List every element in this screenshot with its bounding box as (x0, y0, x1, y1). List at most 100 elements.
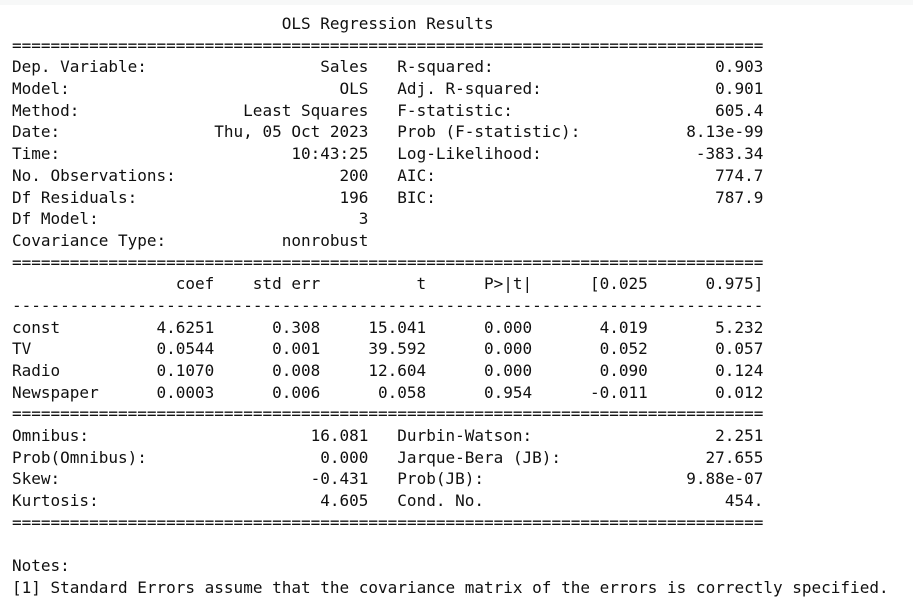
diagnostics-label: Skew: (12, 469, 61, 489)
summary-value: OLS (339, 79, 369, 99)
coef-header-ci-high: 0.975] (705, 274, 764, 294)
summary-left-pair: Date: Thu, 05 Oct 2023 (12, 121, 368, 143)
diagnostics-value: 2.251 (715, 426, 764, 446)
summary-label: Df Model: (12, 209, 99, 229)
summary-left-pair: Method: Least Squares (12, 100, 368, 122)
summary-right-pair: Log-Likelihood: -383.34 (397, 143, 763, 165)
summary-right-pair (397, 230, 763, 252)
diagnostics-row-skew: Skew: -0.431 Prob(JB): 9.88e-07 (12, 468, 763, 490)
diagnostics-left-pair: Omnibus: 16.081 (12, 425, 368, 447)
diagnostics-value: 4.605 (320, 491, 369, 511)
diagnostics-label: Omnibus: (12, 426, 90, 446)
divider-top: ========================================… (12, 35, 764, 55)
summary-label: Dep. Variable: (12, 57, 147, 77)
summary-row-dep-variable: Dep. Variable: Sales R-squared: 0.903 (12, 56, 763, 78)
t-value: 39.592 (368, 339, 427, 359)
column-gap (368, 56, 397, 78)
divider-coef-table-top: ========================================… (12, 252, 764, 272)
summary-right-pair (397, 208, 763, 230)
coef-row-const: const 4.6251 0.308 15.041 0.000 4.019 5.… (12, 317, 763, 339)
t-value: 0.058 (378, 382, 427, 402)
std-err-value: 0.008 (272, 361, 321, 380)
summary-label: Time: (12, 144, 61, 164)
diagnostics-value: -0.431 (310, 469, 369, 489)
diagnostics-row-prob-omnibus: Prob(Omnibus): 0.000 Jarque-Bera (JB): 2… (12, 447, 763, 469)
diagnostics-label: Jarque-Bera (JB): (397, 447, 562, 467)
summary-right-pair: R-squared: 0.903 (397, 56, 763, 78)
diagnostics-right-pair: Durbin-Watson: 2.251 (397, 425, 763, 447)
summary-label: Date: (12, 122, 61, 142)
summary-value: 0.903 (715, 57, 764, 77)
summary-value: -383.34 (695, 144, 764, 164)
diagnostics-right-pair: Cond. No. 454. (397, 490, 763, 512)
column-gap (368, 165, 397, 187)
summary-value: 787.9 (715, 187, 764, 207)
summary-label: Prob (F-statistic): (397, 122, 581, 142)
coef-header-variable (12, 273, 99, 295)
summary-row-observations: No. Observations: 200 AIC: 774.7 (12, 165, 763, 187)
summary-left-pair: Df Model: 3 (12, 208, 368, 230)
column-gap (368, 121, 397, 143)
ci-high-value: 0.057 (715, 339, 764, 359)
summary-label: Covariance Type: (12, 230, 167, 250)
p-value: 0.000 (483, 317, 533, 337)
diagnostics-left-pair: Skew: -0.431 (12, 468, 368, 490)
summary-value: 3 (358, 209, 369, 229)
coef-value: 0.0003 (156, 382, 215, 402)
diagnostics-label: Kurtosis: (12, 491, 99, 511)
summary-label: BIC: (397, 187, 436, 207)
summary-row-df-residuals: Df Residuals: 196 BIC: 787.9 (12, 187, 763, 209)
coef-row-tv: TV 0.0544 0.001 39.592 0.000 0.052 0.057 (12, 338, 763, 360)
diagnostics-label: Durbin-Watson: (397, 426, 533, 446)
column-gap (368, 230, 397, 252)
ols-regression-report: OLS Regression Results =================… (0, 5, 913, 599)
coef-row-newspaper: Newspaper 0.0003 0.006 0.058 0.954 -0.01… (12, 382, 763, 404)
summary-value: Least Squares (243, 100, 369, 120)
summary-value: 10:43:25 (291, 144, 369, 164)
summary-value: Thu, 05 Oct 2023 (214, 122, 369, 142)
divider-bottom: ========================================… (12, 512, 764, 532)
summary-label: Model: (12, 79, 70, 99)
diagnostics-row-omnibus: Omnibus: 16.081 Durbin-Watson: 2.251 (12, 425, 763, 447)
summary-label: No. Observations: (12, 165, 176, 185)
column-gap (368, 143, 397, 165)
summary-value: nonrobust (281, 230, 369, 250)
summary-value: 0.901 (715, 79, 764, 99)
diagnostics-right-pair: Prob(JB): 9.88e-07 (397, 468, 763, 490)
summary-left-pair: Model: OLS (12, 78, 368, 100)
summary-left-pair: Dep. Variable: Sales (12, 56, 368, 78)
ci-low-value: 0.052 (599, 339, 648, 359)
summary-right-pair: Prob (F-statistic): 8.13e-99 (397, 121, 763, 143)
summary-right-pair: F-statistic: 605.4 (397, 100, 763, 122)
diagnostics-left-pair: Prob(Omnibus): 0.000 (12, 447, 368, 469)
divider-coef-table-bottom: ========================================… (12, 404, 764, 424)
p-value: 0.000 (483, 361, 533, 380)
summary-label: Df Residuals: (12, 187, 138, 207)
std-err-value: 0.001 (272, 339, 321, 359)
divider-coef-header: ----------------------------------------… (12, 295, 764, 315)
summary-right-pair: BIC: 787.9 (397, 187, 763, 209)
ci-high-value: 0.124 (715, 361, 764, 380)
diagnostics-value: 9.88e-07 (686, 469, 764, 489)
column-gap (368, 100, 397, 122)
summary-row-method: Method: Least Squares F-statistic: 605.4 (12, 100, 763, 122)
coef-row-radio: Radio 0.1070 0.008 12.604 0.000 0.090 0.… (12, 360, 763, 382)
summary-value: 200 (339, 165, 369, 185)
p-value: 0.954 (483, 382, 533, 402)
diagnostics-left-pair: Kurtosis: 4.605 (12, 490, 368, 512)
summary-value: Sales (320, 57, 369, 77)
column-gap (368, 447, 397, 469)
blank-line (12, 534, 763, 556)
coef-header-p-value: P>|t| (483, 274, 533, 294)
coef-variable-name: Newspaper (12, 382, 99, 402)
summary-label: AIC: (397, 165, 436, 185)
coef-value: 0.1070 (156, 361, 215, 380)
report-title: OLS Regression Results (281, 14, 494, 33)
t-value: 15.041 (368, 317, 427, 337)
summary-left-pair: Covariance Type: nonrobust (12, 230, 368, 252)
coef-table-header-row: coef std err t P>|t| [0.025 0.975] (12, 273, 764, 295)
top-border-strip (0, 0, 913, 5)
summary-row-df-model: Df Model: 3 (12, 208, 763, 230)
ci-high-value: 5.232 (715, 317, 764, 337)
column-gap (368, 187, 397, 209)
